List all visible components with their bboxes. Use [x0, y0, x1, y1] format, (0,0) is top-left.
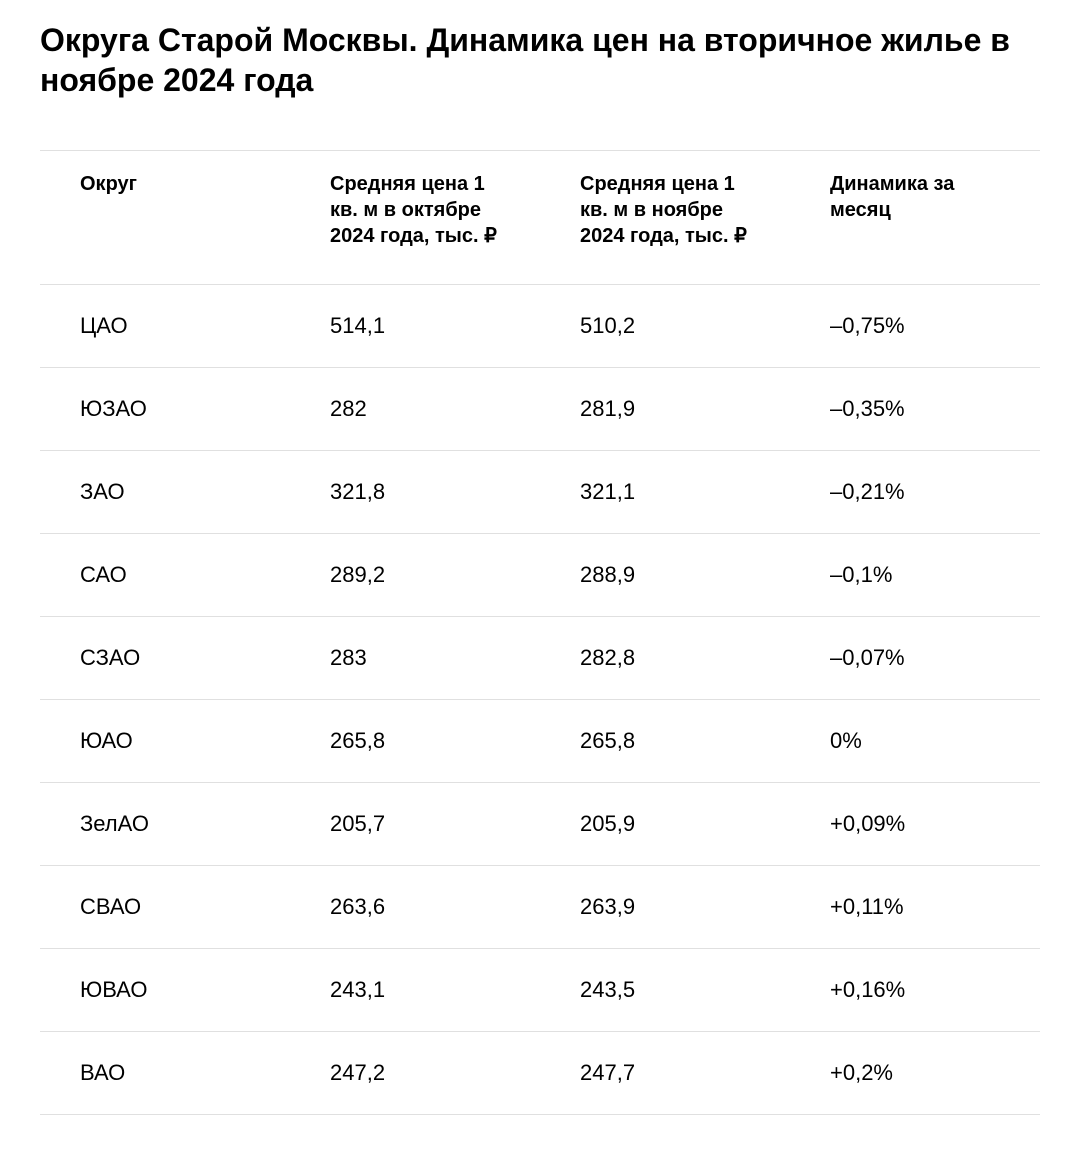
table-row: СВАО263,6263,9+0,11% — [40, 866, 1040, 949]
cell-november: 205,9 — [540, 783, 790, 866]
cell-november: 282,8 — [540, 617, 790, 700]
cell-november: 247,7 — [540, 1032, 790, 1115]
table-row: ЦАО514,1510,2–0,75% — [40, 285, 1040, 368]
table-row: ЮАО265,8265,80% — [40, 700, 1040, 783]
table-row: ЗАО321,8321,1–0,21% — [40, 451, 1040, 534]
cell-district: ЮЗАО — [40, 368, 290, 451]
cell-november: 288,9 — [540, 534, 790, 617]
price-table: Округ Средняя цена 1 кв. м в октябре 202… — [40, 150, 1040, 1115]
content-container: Округа Старой Москвы. Динамика цен на вт… — [0, 0, 1080, 1155]
cell-october: 283 — [290, 617, 540, 700]
cell-october: 321,8 — [290, 451, 540, 534]
cell-november: 265,8 — [540, 700, 790, 783]
cell-change: –0,07% — [790, 617, 1040, 700]
cell-november: 263,9 — [540, 866, 790, 949]
cell-october: 243,1 — [290, 949, 540, 1032]
table-row: СЗАО283282,8–0,07% — [40, 617, 1040, 700]
page-title: Округа Старой Москвы. Динамика цен на вт… — [40, 20, 1040, 100]
cell-october: 282 — [290, 368, 540, 451]
column-header-october: Средняя цена 1 кв. м в октябре 2024 года… — [290, 151, 540, 285]
cell-october: 205,7 — [290, 783, 540, 866]
table-header-row: Округ Средняя цена 1 кв. м в октябре 202… — [40, 151, 1040, 285]
cell-november: 321,1 — [540, 451, 790, 534]
cell-october: 247,2 — [290, 1032, 540, 1115]
column-header-november: Средняя цена 1 кв. м в ноябре 2024 года,… — [540, 151, 790, 285]
cell-change: +0,09% — [790, 783, 1040, 866]
cell-change: –0,1% — [790, 534, 1040, 617]
cell-november: 510,2 — [540, 285, 790, 368]
column-header-change: Динамика за месяц — [790, 151, 1040, 285]
cell-district: ВАО — [40, 1032, 290, 1115]
table-row: ВАО247,2247,7+0,2% — [40, 1032, 1040, 1115]
table-row: САО289,2288,9–0,1% — [40, 534, 1040, 617]
cell-november: 281,9 — [540, 368, 790, 451]
table-row: ЮЗАО282281,9–0,35% — [40, 368, 1040, 451]
cell-change: +0,16% — [790, 949, 1040, 1032]
table-row: ЮВАО243,1243,5+0,16% — [40, 949, 1040, 1032]
cell-november: 243,5 — [540, 949, 790, 1032]
cell-district: САО — [40, 534, 290, 617]
cell-change: 0% — [790, 700, 1040, 783]
cell-october: 289,2 — [290, 534, 540, 617]
column-header-district: Округ — [40, 151, 290, 285]
cell-district: ЗАО — [40, 451, 290, 534]
cell-change: +0,11% — [790, 866, 1040, 949]
cell-october: 265,8 — [290, 700, 540, 783]
cell-october: 514,1 — [290, 285, 540, 368]
table-body: ЦАО514,1510,2–0,75%ЮЗАО282281,9–0,35%ЗАО… — [40, 285, 1040, 1115]
cell-change: –0,21% — [790, 451, 1040, 534]
cell-change: –0,75% — [790, 285, 1040, 368]
cell-change: +0,2% — [790, 1032, 1040, 1115]
table-header: Округ Средняя цена 1 кв. м в октябре 202… — [40, 151, 1040, 285]
cell-district: ЗелАО — [40, 783, 290, 866]
cell-district: ЦАО — [40, 285, 290, 368]
cell-district: СВАО — [40, 866, 290, 949]
cell-change: –0,35% — [790, 368, 1040, 451]
cell-district: ЮАО — [40, 700, 290, 783]
cell-october: 263,6 — [290, 866, 540, 949]
cell-district: ЮВАО — [40, 949, 290, 1032]
cell-district: СЗАО — [40, 617, 290, 700]
table-row: ЗелАО205,7205,9+0,09% — [40, 783, 1040, 866]
